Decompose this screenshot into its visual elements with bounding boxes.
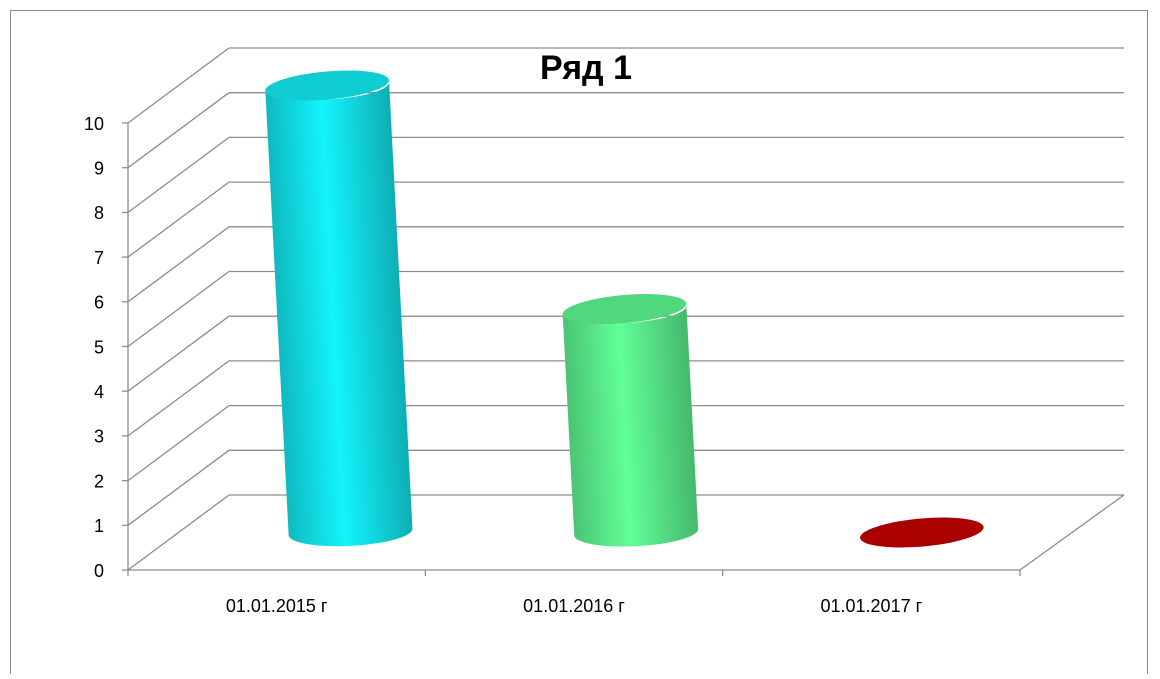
cylinder-body [265,82,413,547]
grid-line [127,494,230,571]
grid-line [127,405,230,482]
grid-line [127,181,230,258]
grid-line [127,315,230,392]
grid-line [127,270,230,348]
grid-line [127,226,230,303]
y-tick-label: 0 [94,561,104,581]
chart-title: Ряд 1 [540,49,632,87]
y-tick-label: 7 [94,248,104,268]
y-tick-label: 1 [94,516,104,536]
grid-line [127,136,230,213]
x-tick-label: 01.01.2017 г [821,596,923,616]
cylinder-top [265,70,389,101]
y-tick-label: 5 [94,337,104,357]
y-tick-label: 3 [94,427,104,447]
grid-line [127,449,230,526]
chart-border [10,10,1148,679]
y-tick-label: 9 [94,158,104,178]
grid-line [127,360,230,437]
grid-line [127,92,230,169]
y-tick-label: 2 [94,471,104,491]
x-tick-label: 01.01.2015 г [226,596,328,616]
y-tick-label: 4 [94,382,104,402]
cylinder-body [562,305,699,547]
grid-line [127,47,230,124]
x-tick-label: 01.01.2016 г [523,596,625,616]
y-tick-label: 8 [94,203,104,223]
floor-right [1019,494,1125,571]
y-tick-label: 6 [94,293,104,313]
cylinder-top [562,294,687,324]
cylinder-top [860,517,984,548]
y-tick-label: 10 [84,114,104,134]
